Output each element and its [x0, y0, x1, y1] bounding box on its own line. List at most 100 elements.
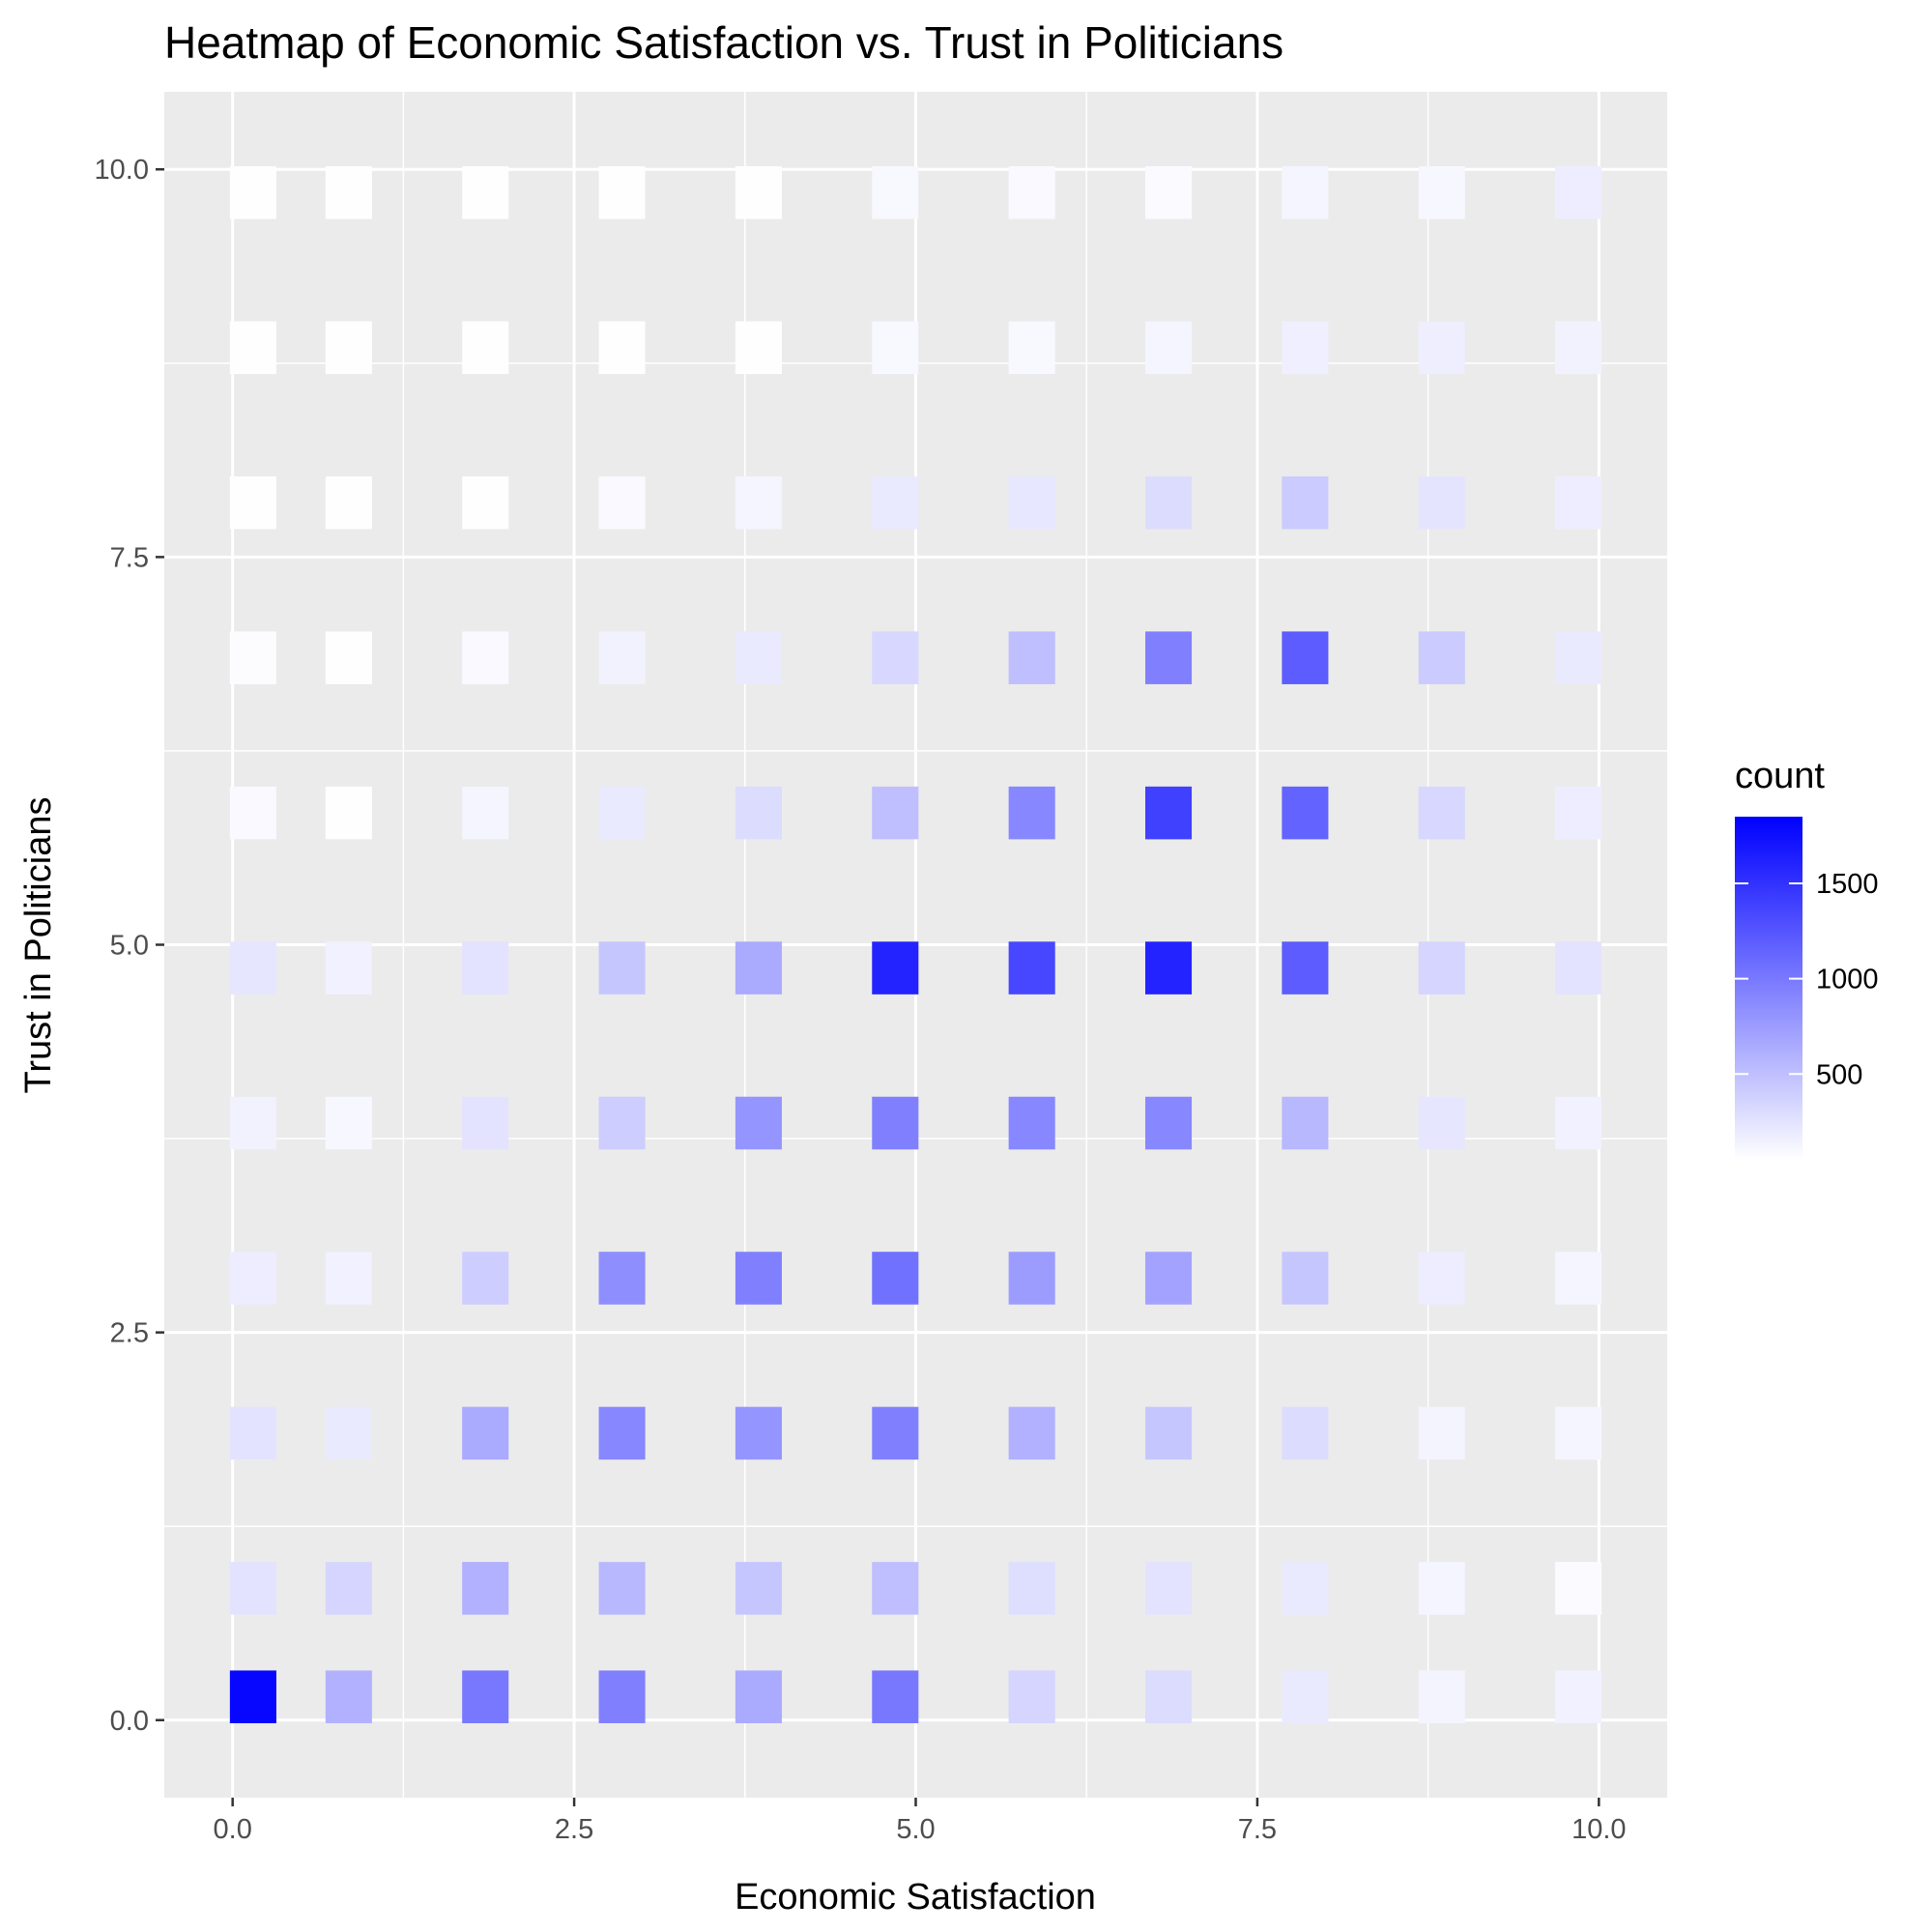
y-tick-label: 5.0 — [110, 931, 149, 962]
heatmap-cell — [872, 1562, 919, 1615]
heatmap-cell — [1418, 941, 1465, 995]
heatmap-cell — [462, 1252, 509, 1305]
heatmap-cell — [1418, 1252, 1465, 1305]
legend: count 500 1000 1500 — [1735, 756, 1879, 1160]
heatmap-cell — [598, 1096, 646, 1150]
heatmap-cell — [735, 1670, 782, 1723]
heatmap-cell — [462, 166, 509, 219]
heatmap-cell — [1008, 1562, 1055, 1615]
heatmap-cell — [1555, 476, 1602, 530]
heatmap-cell — [1418, 476, 1465, 530]
heatmap-cell — [735, 631, 782, 684]
heatmap-cell — [1418, 1670, 1465, 1723]
heatmap-cell — [1555, 1406, 1602, 1460]
heatmap-cell — [325, 631, 372, 684]
heatmap-cell — [1144, 941, 1193, 995]
y-tick-label: 7.5 — [110, 542, 149, 573]
legend-colorbar — [1735, 817, 1802, 1160]
heatmap-cell — [735, 166, 782, 219]
heatmap-cell — [1144, 321, 1193, 375]
heatmap-cell — [1282, 1406, 1329, 1460]
heatmap-cell — [1555, 1562, 1602, 1615]
heatmap-cell — [229, 786, 276, 840]
heatmap-cell — [872, 786, 919, 840]
heatmap-cell — [325, 1562, 372, 1615]
heatmap-cell — [1282, 166, 1329, 219]
heatmap-cell — [325, 321, 372, 375]
heatmap-cell — [1418, 1406, 1465, 1460]
heatmap-cell — [229, 941, 276, 995]
heatmap-cell — [229, 1406, 276, 1460]
heatmap-cell — [1555, 786, 1602, 840]
y-tick-label: 10.0 — [95, 155, 149, 186]
heatmap-cell — [325, 166, 372, 219]
legend-label: 1500 — [1816, 869, 1879, 900]
heatmap-cell — [1144, 631, 1193, 684]
heatmap-cell — [735, 786, 782, 840]
heatmap-cell — [229, 631, 276, 684]
y-axis-title: Trust in Politicians — [18, 797, 59, 1094]
x-axis-title: Economic Satisfaction — [735, 1877, 1096, 1918]
heatmap-cell — [1144, 786, 1193, 840]
heatmap-cell — [735, 321, 782, 375]
heatmap-cell — [1282, 1670, 1329, 1723]
heatmap-cell — [598, 476, 646, 530]
heatmap-cell — [1282, 1096, 1329, 1150]
heatmap-cell — [1555, 321, 1602, 375]
heatmap-cell — [325, 941, 372, 995]
heatmap-cell — [1282, 786, 1329, 840]
heatmap-cell — [1144, 1562, 1193, 1615]
heatmap-cell — [598, 321, 646, 375]
y-tick-label: 2.5 — [110, 1318, 149, 1349]
heatmap-cell — [462, 1670, 509, 1723]
heatmap-cell — [229, 1096, 276, 1150]
heatmap-cell — [1144, 1252, 1193, 1305]
x-tick-label: 5.0 — [896, 1814, 935, 1845]
heatmap-cell — [598, 1670, 646, 1723]
heatmap-cells — [229, 166, 1602, 1723]
x-tick-label: 2.5 — [555, 1814, 593, 1845]
heatmap-cell — [325, 1252, 372, 1305]
heatmap-cell — [1282, 1252, 1329, 1305]
heatmap-cell — [325, 476, 372, 530]
heatmap-cell — [462, 631, 509, 684]
heatmap-cell — [1555, 1096, 1602, 1150]
heatmap-cell — [229, 1252, 276, 1305]
heatmap-cell — [1144, 1096, 1193, 1150]
heatmap-cell — [1282, 476, 1329, 530]
heatmap-cell — [598, 786, 646, 840]
heatmap-cell — [462, 476, 509, 530]
heatmap-cell — [1008, 321, 1055, 375]
heatmap-cell — [229, 476, 276, 530]
heatmap-cell — [1008, 476, 1055, 530]
heatmap-cell — [598, 1252, 646, 1305]
heatmap-cell — [1008, 1406, 1055, 1460]
heatmap-cell — [872, 1252, 919, 1305]
heatmap-cell — [872, 1406, 919, 1460]
heatmap-cell — [735, 1096, 782, 1150]
heatmap-cell — [735, 941, 782, 995]
heatmap-cell — [598, 941, 646, 995]
heatmap-cell — [1555, 1670, 1602, 1723]
heatmap-cell — [229, 1562, 276, 1615]
heatmap-cell — [325, 1096, 372, 1150]
heatmap-cell — [1008, 1096, 1055, 1150]
heatmap-cell — [735, 1252, 782, 1305]
heatmap-cell — [462, 1562, 509, 1615]
heatmap-cell — [462, 1406, 509, 1460]
heatmap-cell — [872, 631, 919, 684]
legend-title: count — [1735, 756, 1825, 796]
heatmap-cell — [735, 1562, 782, 1615]
heatmap-cell — [1555, 631, 1602, 684]
heatmap-cell — [872, 321, 919, 375]
heatmap-cell — [1418, 321, 1465, 375]
heatmap-cell — [1555, 941, 1602, 995]
heatmap-cell — [598, 631, 646, 684]
heatmap-cell — [872, 166, 919, 219]
heatmap-cell — [1282, 941, 1329, 995]
heatmap-cell — [598, 1406, 646, 1460]
heatmap-cell — [1282, 631, 1329, 684]
heatmap-cell — [462, 321, 509, 375]
legend-label: 1000 — [1816, 965, 1879, 995]
heatmap-cell — [1555, 166, 1602, 219]
